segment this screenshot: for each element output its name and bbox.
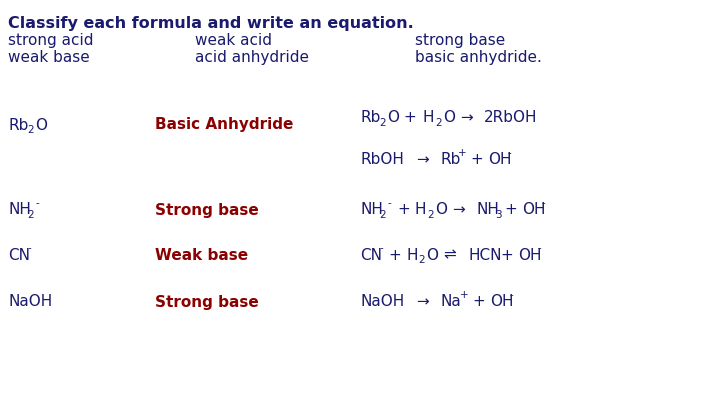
- Text: basic anhydride.: basic anhydride.: [415, 50, 542, 65]
- Text: OH: OH: [490, 294, 513, 309]
- Text: RbOH: RbOH: [360, 153, 404, 168]
- Text: 2RbOH: 2RbOH: [484, 111, 538, 126]
- Text: →: →: [460, 111, 473, 126]
- Text: ⇌: ⇌: [443, 247, 456, 262]
- Text: Basic Anhydride: Basic Anhydride: [155, 117, 293, 132]
- Text: -: -: [35, 198, 39, 208]
- Text: →: →: [452, 202, 464, 217]
- Text: NH: NH: [360, 202, 383, 217]
- Text: 2: 2: [379, 118, 386, 128]
- Text: +: +: [397, 202, 410, 217]
- Text: CN: CN: [8, 247, 30, 262]
- Text: H: H: [415, 202, 426, 217]
- Text: 2: 2: [427, 210, 433, 220]
- Text: Classify each formula and write an equation.: Classify each formula and write an equat…: [8, 16, 414, 31]
- Text: 2: 2: [27, 125, 34, 135]
- Text: 2: 2: [418, 255, 425, 265]
- Text: +: +: [500, 247, 513, 262]
- Text: NaOH: NaOH: [8, 294, 53, 309]
- Text: O: O: [387, 111, 399, 126]
- Text: H: H: [406, 247, 418, 262]
- Text: Rb: Rb: [8, 117, 28, 132]
- Text: -: -: [379, 243, 383, 253]
- Text: +: +: [470, 153, 482, 168]
- Text: acid anhydride: acid anhydride: [195, 50, 309, 65]
- Text: 2: 2: [435, 118, 441, 128]
- Text: strong acid: strong acid: [8, 33, 94, 48]
- Text: -: -: [27, 243, 31, 253]
- Text: HCN: HCN: [468, 247, 502, 262]
- Text: +: +: [388, 247, 401, 262]
- Text: Weak base: Weak base: [155, 247, 248, 262]
- Text: -: -: [507, 148, 510, 158]
- Text: Na: Na: [440, 294, 461, 309]
- Text: weak base: weak base: [8, 50, 90, 65]
- Text: +: +: [472, 294, 485, 309]
- Text: NH: NH: [476, 202, 499, 217]
- Text: strong base: strong base: [415, 33, 505, 48]
- Text: O: O: [426, 247, 438, 262]
- Text: -: -: [541, 198, 545, 208]
- Text: OH: OH: [522, 202, 546, 217]
- Text: O: O: [435, 202, 447, 217]
- Text: NH: NH: [8, 202, 31, 217]
- Text: +: +: [403, 111, 415, 126]
- Text: OH: OH: [518, 247, 541, 262]
- Text: Strong base: Strong base: [155, 202, 258, 217]
- Text: OH: OH: [488, 153, 511, 168]
- Text: +: +: [460, 290, 469, 300]
- Text: -: -: [387, 198, 391, 208]
- Text: 2: 2: [27, 210, 34, 220]
- Text: 3: 3: [495, 210, 502, 220]
- Text: Strong base: Strong base: [155, 294, 258, 309]
- Text: Rb: Rb: [440, 153, 460, 168]
- Text: Rb: Rb: [360, 111, 380, 126]
- Text: NaOH: NaOH: [360, 294, 404, 309]
- Text: CN: CN: [360, 247, 382, 262]
- Text: -: -: [537, 243, 541, 253]
- Text: weak acid: weak acid: [195, 33, 272, 48]
- Text: O: O: [443, 111, 455, 126]
- Text: +: +: [458, 148, 467, 158]
- Text: →: →: [416, 294, 428, 309]
- Text: →: →: [416, 153, 428, 168]
- Text: H: H: [423, 111, 434, 126]
- Text: O: O: [35, 117, 47, 132]
- Text: 2: 2: [379, 210, 386, 220]
- Text: +: +: [504, 202, 517, 217]
- Text: -: -: [509, 290, 513, 300]
